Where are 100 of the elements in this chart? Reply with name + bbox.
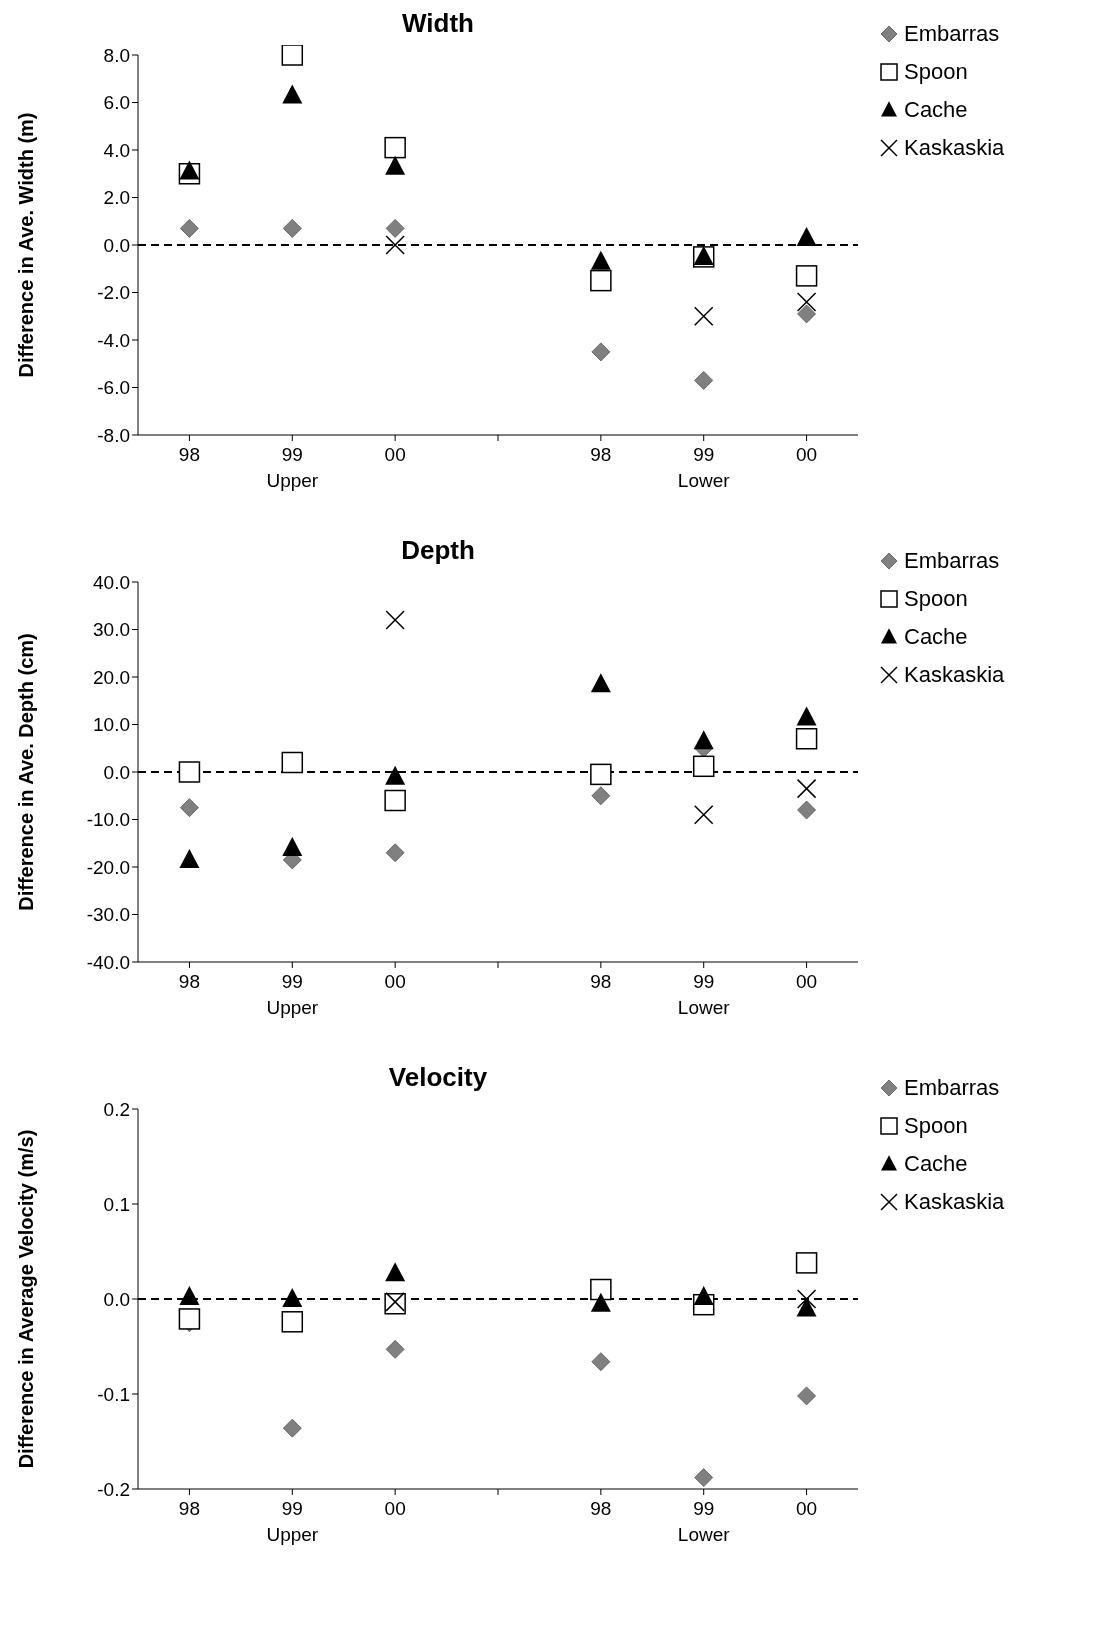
point xyxy=(385,765,406,785)
x-tick-label: 99 xyxy=(281,444,303,465)
y-tick-label: -4.0 xyxy=(97,329,130,351)
text: Lower xyxy=(677,1524,731,1545)
point xyxy=(796,706,817,726)
point xyxy=(591,342,611,362)
legend-label: Cache xyxy=(904,1150,968,1178)
legend-label: Kaskaskia xyxy=(904,1188,1005,1216)
x-tick-label: 99 xyxy=(693,1498,715,1519)
y-tick-label: -0.1 xyxy=(97,1383,130,1405)
x-tick-label: 99 xyxy=(693,971,715,992)
point xyxy=(796,1289,817,1309)
point xyxy=(179,160,200,180)
point xyxy=(590,250,611,270)
legend-label: Cache xyxy=(904,623,968,651)
point xyxy=(796,292,817,312)
y-tick-label: 2.0 xyxy=(103,187,130,209)
point xyxy=(385,610,405,630)
point xyxy=(694,1468,714,1487)
point xyxy=(590,763,612,786)
text: Upper xyxy=(266,1524,319,1545)
y-tick-label: 4.0 xyxy=(103,139,130,161)
legend-label: Kaskaskia xyxy=(904,661,1005,689)
point xyxy=(180,218,199,238)
y-tick-label: 0.0 xyxy=(103,1288,130,1310)
x-tick-label: 00 xyxy=(796,444,818,465)
point xyxy=(282,218,302,238)
legend-label: Kaskaskia xyxy=(904,134,1005,162)
point xyxy=(693,1286,714,1306)
point xyxy=(591,786,611,806)
legend-label: Cache xyxy=(904,96,968,124)
legend-label: Embarras xyxy=(904,547,1000,575)
point xyxy=(385,235,405,255)
point xyxy=(797,1386,816,1406)
x-tick-label: 00 xyxy=(796,1498,818,1519)
text: Lower xyxy=(677,997,731,1018)
point xyxy=(694,370,714,390)
y-tick-label: -20.0 xyxy=(86,856,130,878)
point xyxy=(796,226,817,246)
y-tick-label: -8.0 xyxy=(97,424,130,446)
point xyxy=(590,1292,611,1312)
y-axis-title: Difference in Ave. Depth (cm) xyxy=(15,633,38,911)
y-tick-label: 6.0 xyxy=(103,92,130,114)
y-axis-title: Difference in Average Velocity (m/s) xyxy=(15,1129,38,1469)
x-tick-label: 00 xyxy=(796,971,818,992)
x-tick-label: 98 xyxy=(590,971,612,992)
x-tick-label: 00 xyxy=(384,1498,406,1519)
y-tick-label: -0.2 xyxy=(97,1478,130,1500)
text: Upper xyxy=(266,997,319,1018)
point xyxy=(385,218,405,238)
x-tick-label: 98 xyxy=(178,971,200,992)
point xyxy=(797,304,816,324)
y-tick-label: 10.0 xyxy=(93,714,130,736)
point xyxy=(179,848,200,868)
x-tick-label: 00 xyxy=(384,444,406,465)
y-tick-label: -10.0 xyxy=(86,809,130,831)
x-tick-label: 98 xyxy=(178,1498,200,1519)
x-tick-label: 98 xyxy=(590,1498,612,1519)
point xyxy=(282,84,303,104)
text: Upper xyxy=(266,470,319,491)
point xyxy=(796,1297,817,1317)
x-tick-label: 99 xyxy=(281,971,303,992)
x-tick-label: 99 xyxy=(281,1498,303,1519)
y-tick-label: -6.0 xyxy=(97,377,130,399)
y-tick-label: -2.0 xyxy=(97,282,130,304)
point xyxy=(591,1352,611,1372)
y-tick-label: -40.0 xyxy=(86,951,130,973)
x-tick-label: 98 xyxy=(590,444,612,465)
point xyxy=(693,730,714,750)
legend-label: Embarras xyxy=(904,1074,1000,1102)
y-tick-label: 40.0 xyxy=(93,571,130,593)
point xyxy=(178,1308,201,1330)
y-tick-label: -30.0 xyxy=(86,904,130,926)
point xyxy=(385,843,405,863)
chart-title: Depth xyxy=(400,535,476,566)
legend-label: Spoon xyxy=(904,585,968,613)
legend-label: Embarras xyxy=(904,20,1000,48)
point xyxy=(692,755,715,778)
point xyxy=(693,306,714,326)
legend-label: Spoon xyxy=(904,1112,968,1140)
text: Lower xyxy=(677,470,731,491)
point xyxy=(282,837,303,856)
point xyxy=(590,673,611,693)
chart-title: Velocity xyxy=(387,1062,489,1093)
point xyxy=(693,805,714,825)
y-tick-label: 0.1 xyxy=(103,1193,130,1215)
x-tick-label: 99 xyxy=(693,444,715,465)
point xyxy=(282,1288,303,1307)
point xyxy=(180,798,199,818)
point xyxy=(385,155,406,175)
y-tick-label: 8.0 xyxy=(103,44,130,66)
y-tick-label: 0.0 xyxy=(103,234,130,256)
y-tick-label: 0.0 xyxy=(103,761,130,783)
point xyxy=(796,778,817,799)
chart-title: Width xyxy=(401,8,475,39)
x-tick-label: 98 xyxy=(178,444,200,465)
point xyxy=(385,1262,406,1282)
x-tick-label: 00 xyxy=(384,971,406,992)
y-tick-label: 20.0 xyxy=(93,666,130,688)
point xyxy=(385,1339,405,1359)
